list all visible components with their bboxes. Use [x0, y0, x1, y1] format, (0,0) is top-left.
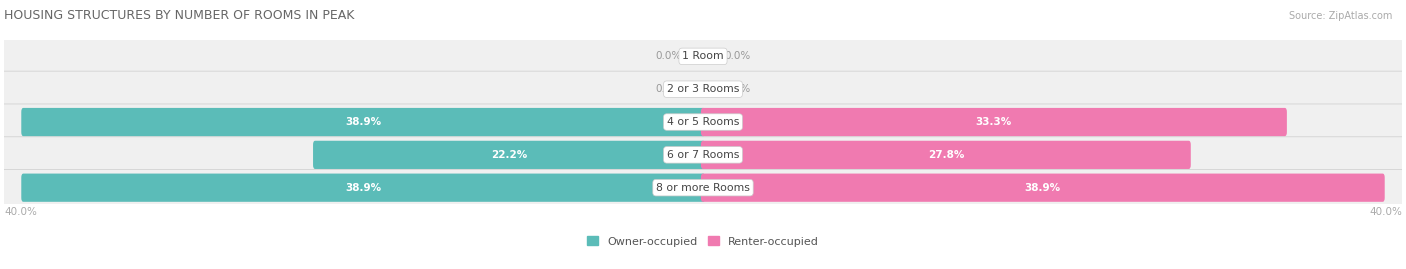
FancyBboxPatch shape [1, 137, 1405, 173]
Text: 33.3%: 33.3% [976, 117, 1012, 127]
Text: Source: ZipAtlas.com: Source: ZipAtlas.com [1288, 11, 1392, 21]
Legend: Owner-occupied, Renter-occupied: Owner-occupied, Renter-occupied [582, 232, 824, 251]
Text: 27.8%: 27.8% [928, 150, 965, 160]
FancyBboxPatch shape [1, 170, 1405, 206]
Text: 6 or 7 Rooms: 6 or 7 Rooms [666, 150, 740, 160]
Text: 38.9%: 38.9% [344, 117, 381, 127]
FancyBboxPatch shape [702, 108, 1286, 136]
Text: 1 Room: 1 Room [682, 51, 724, 61]
Text: 8 or more Rooms: 8 or more Rooms [657, 183, 749, 193]
FancyBboxPatch shape [702, 141, 1191, 169]
Text: 40.0%: 40.0% [1369, 207, 1402, 217]
FancyBboxPatch shape [21, 108, 704, 136]
Text: 40.0%: 40.0% [4, 207, 37, 217]
Text: 2 or 3 Rooms: 2 or 3 Rooms [666, 84, 740, 94]
Text: 0.0%: 0.0% [655, 51, 682, 61]
FancyBboxPatch shape [1, 104, 1405, 140]
Text: 0.0%: 0.0% [655, 84, 682, 94]
FancyBboxPatch shape [1, 38, 1405, 75]
Text: 38.9%: 38.9% [344, 183, 381, 193]
Text: HOUSING STRUCTURES BY NUMBER OF ROOMS IN PEAK: HOUSING STRUCTURES BY NUMBER OF ROOMS IN… [4, 9, 354, 22]
FancyBboxPatch shape [1, 71, 1405, 107]
Text: 4 or 5 Rooms: 4 or 5 Rooms [666, 117, 740, 127]
Text: 0.0%: 0.0% [724, 51, 751, 61]
FancyBboxPatch shape [21, 174, 704, 202]
Text: 0.0%: 0.0% [724, 84, 751, 94]
Text: 22.2%: 22.2% [491, 150, 527, 160]
FancyBboxPatch shape [702, 174, 1385, 202]
Text: 38.9%: 38.9% [1025, 183, 1062, 193]
FancyBboxPatch shape [314, 141, 704, 169]
